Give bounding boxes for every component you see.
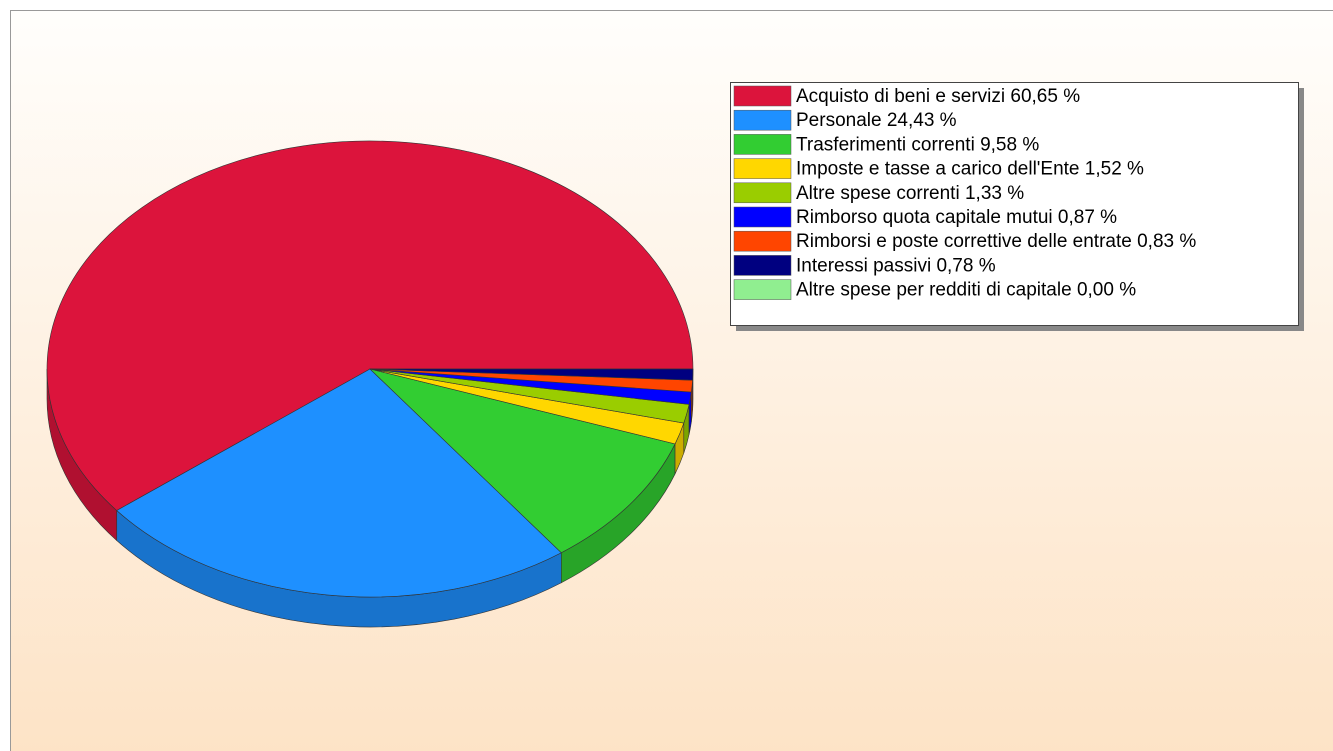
legend-label: Altre spese correnti 1,33 % <box>796 183 1024 204</box>
legend-value: 9,58 % <box>980 134 1039 155</box>
legend-value: 0,78 % <box>936 255 995 276</box>
slice <box>46 140 694 511</box>
slice <box>368 368 676 554</box>
legend-swatch <box>733 182 792 204</box>
legend-swatch <box>733 158 792 179</box>
legend-label: Imposte e tasse a carico dell'Ente 1,52 … <box>796 159 1144 180</box>
legend-name: Imposte e tasse a carico dell'Ente <box>796 159 1080 180</box>
legend-label: Trasferimenti correnti 9,58 % <box>796 134 1039 155</box>
legend-swatch <box>733 206 792 228</box>
legend-swatch <box>733 109 792 131</box>
legend-name: Trasferimenti correnti <box>796 134 975 155</box>
legend-label: Rimborsi e poste correttive delle entrat… <box>796 231 1196 252</box>
legend-label: Rimborso quota capitale mutui 0,87 % <box>796 207 1117 228</box>
legend-name: Interessi passivi <box>796 255 931 276</box>
legend-value: 24,43 % <box>887 110 957 131</box>
legend-swatch <box>733 230 792 252</box>
legend-name: Rimborsi e poste correttive delle entrat… <box>796 231 1132 252</box>
legend-label: Interessi passivi 0,78 % <box>796 255 996 276</box>
legend-swatch <box>733 279 792 300</box>
legend-value: 1,52 % <box>1085 159 1144 180</box>
legend-name: Acquisto di beni e servizi <box>796 86 1005 107</box>
slice <box>116 368 562 598</box>
legend-name: Personale <box>796 110 882 131</box>
legend-label: Acquisto di beni e servizi 60,65 % <box>796 86 1080 107</box>
legend-label: Personale 24,43 % <box>796 110 957 131</box>
legend-value: 0,83 % <box>1137 231 1196 252</box>
legend-value: 1,33 % <box>965 183 1024 204</box>
legend-name: Altre spese correnti <box>796 183 960 204</box>
legend-value: 60,65 % <box>1010 86 1080 107</box>
legend-swatch <box>733 134 792 155</box>
legend <box>730 82 1299 326</box>
legend-value: 0,00 % <box>1077 280 1136 301</box>
legend-value: 0,87 % <box>1058 207 1117 228</box>
legend-label: Altre spese per redditi di capitale 0,00… <box>796 280 1136 301</box>
legend-swatch <box>733 85 792 107</box>
legend-name: Rimborso quota capitale mutui <box>796 207 1053 228</box>
legend-swatch <box>733 255 792 276</box>
legend-name: Altre spese per redditi di capitale <box>796 280 1072 301</box>
